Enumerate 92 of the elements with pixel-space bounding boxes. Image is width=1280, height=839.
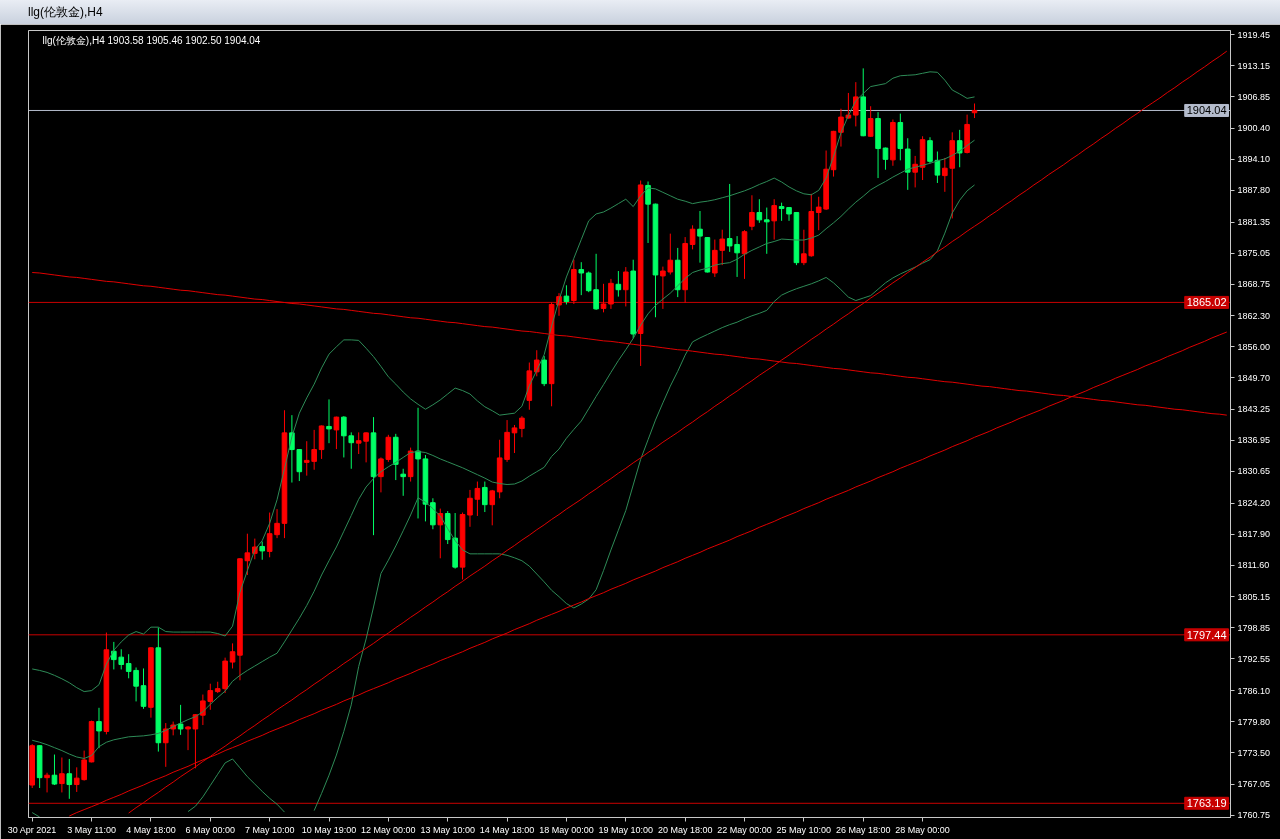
x-tick-label: 13 May 10:00 bbox=[420, 824, 475, 835]
y-tick-label: 1811.60 bbox=[1237, 560, 1270, 571]
y-tick-label: 1773.50 bbox=[1237, 747, 1271, 758]
candlestick bbox=[259, 541, 266, 561]
candlestick bbox=[697, 210, 703, 264]
y-tick-label: 1798.85 bbox=[1237, 622, 1271, 633]
x-tick-label: 4 May 18:00 bbox=[126, 824, 176, 835]
y-tick-label: 1792.55 bbox=[1237, 653, 1271, 664]
ref-line-label: 1904.04 bbox=[1186, 104, 1227, 117]
candlestick bbox=[415, 407, 421, 519]
y-tick-label: 1881.35 bbox=[1237, 217, 1271, 228]
x-tick-label: 26 May 18:00 bbox=[835, 824, 891, 835]
y-tick-label: 1849.70 bbox=[1237, 372, 1271, 383]
candlestick bbox=[96, 707, 102, 749]
x-tick-label: 14 May 18:00 bbox=[479, 824, 535, 835]
ref-line-label: 1763.19 bbox=[1186, 797, 1227, 810]
x-tick-label: 25 May 10:00 bbox=[776, 824, 832, 835]
y-tick-label: 1767.05 bbox=[1237, 779, 1271, 790]
candlestick bbox=[853, 81, 859, 127]
candlestick bbox=[541, 355, 547, 387]
candlestick bbox=[756, 198, 763, 224]
candlestick bbox=[51, 754, 58, 786]
candlestick bbox=[59, 756, 65, 793]
y-tick-label: 1913.15 bbox=[1237, 60, 1271, 71]
candlestick bbox=[482, 481, 488, 513]
candlestick bbox=[177, 704, 184, 736]
y-tick-label: 1887.80 bbox=[1237, 185, 1271, 196]
line-series bbox=[31, 71, 976, 693]
y-tick-label: 1779.80 bbox=[1237, 716, 1271, 727]
x-tick-label: 7 May 10:00 bbox=[244, 824, 295, 835]
candlestick bbox=[341, 415, 347, 458]
x-tick-label: 19 May 10:00 bbox=[598, 824, 654, 835]
y-tick-label: 1875.05 bbox=[1237, 248, 1271, 259]
x-tick-label: 30 Apr 2021 bbox=[7, 824, 57, 835]
x-tick-label: 22 May 00:00 bbox=[717, 824, 772, 835]
candlestick bbox=[229, 642, 236, 669]
y-tick-label: 1760.75 bbox=[1237, 810, 1271, 821]
candlestick bbox=[912, 155, 918, 188]
candlestick bbox=[645, 181, 651, 244]
candlestick bbox=[140, 667, 147, 710]
candlestick bbox=[608, 278, 614, 310]
y-tick-label: 1894.10 bbox=[1237, 154, 1271, 165]
y-tick-label: 1868.75 bbox=[1237, 279, 1271, 290]
y-tick-label: 1856.00 bbox=[1237, 341, 1271, 352]
y-tick-label: 1830.65 bbox=[1237, 466, 1271, 477]
candlestick bbox=[489, 489, 496, 526]
candlestick bbox=[578, 261, 585, 296]
candlestick bbox=[326, 398, 332, 444]
candlestick bbox=[600, 283, 607, 313]
candlestick bbox=[563, 284, 570, 305]
y-tick-label: 1919.45 bbox=[1237, 29, 1271, 40]
ref-line-label: 1797.44 bbox=[1186, 628, 1227, 641]
candlestick bbox=[66, 758, 73, 800]
x-tick-label: 20 May 18:00 bbox=[657, 824, 713, 835]
candlestick bbox=[622, 266, 629, 307]
candlestick bbox=[771, 198, 777, 241]
candlestick bbox=[333, 416, 340, 450]
y-tick-label: 1836.95 bbox=[1237, 435, 1271, 446]
ref-line-label: 1865.02 bbox=[1186, 296, 1227, 309]
chart-title: llg(伦敦金),H4 bbox=[28, 4, 103, 21]
candlestick bbox=[867, 105, 874, 138]
candlestick bbox=[348, 431, 355, 470]
y-tick-label: 1906.85 bbox=[1237, 91, 1271, 102]
candlestick bbox=[44, 772, 50, 793]
x-tick-label: 10 May 19:00 bbox=[301, 824, 357, 835]
candlestick bbox=[942, 157, 948, 193]
y-tick-label: 1862.30 bbox=[1237, 310, 1271, 321]
x-tick-label: 3 May 11:00 bbox=[67, 824, 117, 835]
candlestick bbox=[162, 722, 169, 768]
candlestick bbox=[904, 137, 911, 191]
candlestick bbox=[400, 468, 406, 497]
x-tick-label: 28 May 00:00 bbox=[895, 824, 950, 835]
candlestick bbox=[519, 415, 525, 438]
y-tick-label: 1843.25 bbox=[1237, 404, 1271, 415]
candlestick bbox=[749, 194, 755, 231]
candlestick bbox=[956, 129, 963, 168]
y-tick-label: 1824.20 bbox=[1237, 498, 1271, 509]
x-tick-label: 6 May 00:00 bbox=[185, 824, 236, 835]
candlestick bbox=[318, 424, 325, 460]
candlestick bbox=[511, 424, 518, 454]
x-tick-label: 12 May 00:00 bbox=[361, 824, 416, 835]
x-tick-label: 18 May 00:00 bbox=[539, 824, 594, 835]
candlestick bbox=[615, 270, 622, 298]
candlestick bbox=[882, 147, 889, 171]
y-tick-label: 1805.15 bbox=[1237, 591, 1271, 602]
candlestick bbox=[430, 497, 436, 530]
chart-subtitle: llg(伦敦金),H4 1903.58 1905.46 1902.50 1904.04 bbox=[42, 34, 261, 46]
y-tick-label: 1817.90 bbox=[1237, 529, 1271, 540]
y-tick-label: 1786.10 bbox=[1237, 685, 1271, 696]
candlestick bbox=[689, 224, 696, 250]
y-tick-label: 1900.40 bbox=[1237, 123, 1271, 134]
candlestick bbox=[763, 207, 770, 255]
